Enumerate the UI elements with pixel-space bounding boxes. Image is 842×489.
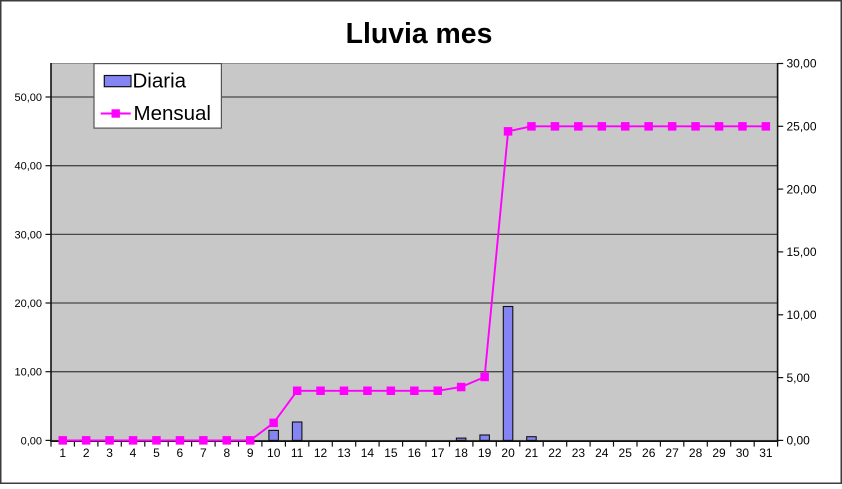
svg-text:Diaria: Diaria	[133, 70, 187, 93]
svg-text:10,00: 10,00	[14, 367, 42, 379]
svg-text:20,00: 20,00	[14, 298, 42, 310]
svg-text:26: 26	[642, 446, 656, 460]
svg-text:10: 10	[267, 446, 281, 460]
svg-text:17: 17	[431, 446, 445, 460]
svg-text:25: 25	[619, 446, 633, 460]
svg-text:22: 22	[548, 446, 562, 460]
svg-text:20,00: 20,00	[787, 182, 817, 196]
svg-text:4: 4	[130, 446, 137, 460]
svg-text:27: 27	[665, 446, 679, 460]
svg-text:0,00: 0,00	[787, 434, 811, 448]
svg-text:0,00: 0,00	[21, 435, 42, 447]
svg-text:11: 11	[291, 446, 304, 460]
svg-text:23: 23	[572, 446, 586, 460]
svg-text:30,00: 30,00	[787, 57, 817, 71]
svg-text:21: 21	[525, 446, 539, 460]
svg-text:2: 2	[83, 446, 90, 460]
svg-text:15,00: 15,00	[787, 245, 817, 259]
svg-text:14: 14	[361, 446, 375, 460]
svg-text:29: 29	[712, 446, 726, 460]
svg-text:15: 15	[384, 446, 398, 460]
svg-text:10,00: 10,00	[787, 308, 817, 322]
svg-text:30: 30	[736, 446, 750, 460]
svg-text:19: 19	[478, 446, 492, 460]
svg-text:12: 12	[314, 446, 328, 460]
svg-text:50,00: 50,00	[14, 92, 42, 104]
svg-text:25,00: 25,00	[787, 120, 817, 134]
svg-text:24: 24	[595, 446, 609, 460]
svg-text:18: 18	[455, 446, 469, 460]
svg-text:13: 13	[337, 446, 351, 460]
svg-text:5,00: 5,00	[787, 371, 811, 385]
svg-text:3: 3	[106, 446, 113, 460]
svg-text:31: 31	[759, 446, 773, 460]
svg-text:30,00: 30,00	[14, 229, 42, 241]
svg-text:Lluvia mes: Lluvia mes	[346, 18, 493, 50]
svg-text:1: 1	[59, 446, 66, 460]
svg-text:9: 9	[247, 446, 254, 460]
svg-text:40,00: 40,00	[14, 161, 42, 173]
svg-text:20: 20	[501, 446, 515, 460]
svg-text:7: 7	[200, 446, 207, 460]
svg-text:16: 16	[408, 446, 422, 460]
svg-text:28: 28	[689, 446, 703, 460]
svg-text:Mensual: Mensual	[134, 102, 212, 125]
svg-text:8: 8	[223, 446, 230, 460]
svg-text:5: 5	[153, 446, 160, 460]
svg-text:6: 6	[177, 446, 184, 460]
